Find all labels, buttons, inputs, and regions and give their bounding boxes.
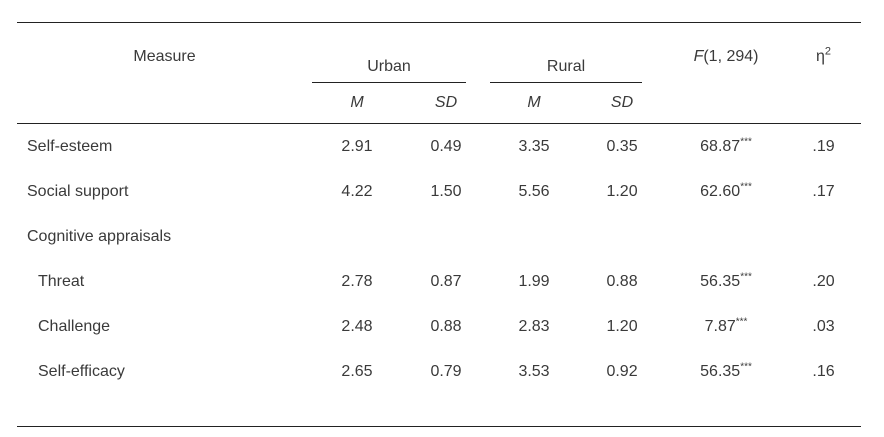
f-value-cell: 7.87*** — [704, 316, 748, 335]
f-value-cell: 62.60*** — [700, 181, 752, 200]
table-header-row: Measure Urban Rural F(1, 294) η2 — [17, 23, 861, 84]
rural-mean-cell: 1.99 — [518, 272, 550, 290]
urban-mean-cell: 4.22 — [341, 182, 373, 200]
eta-squared-cell: .20 — [812, 272, 835, 290]
f-value-cell: 56.35*** — [700, 361, 752, 380]
table-header: Measure Urban Rural F(1, 294) η2 M SD M … — [17, 23, 862, 124]
eta-symbol: η — [816, 48, 825, 65]
eta-squared-cell: .16 — [812, 362, 835, 380]
urban-mean-cell — [312, 214, 402, 259]
table-body: Self-esteem 2.91 0.49 3.35 0.35 68.87***… — [17, 124, 861, 427]
urban-sd-header: SD — [402, 83, 491, 124]
table-row-cognitive-appraisals: Cognitive appraisals — [17, 214, 861, 259]
rural-mean-cell — [490, 214, 578, 259]
rural-mean-cell: 5.56 — [518, 182, 550, 200]
empty-subheader-cell — [666, 83, 787, 124]
urban-mean-cell: 2.48 — [341, 317, 373, 335]
measure-cell: Social support — [27, 182, 129, 200]
eta-squared-cell: .03 — [812, 317, 835, 335]
f-degrees-of-freedom: (1, 294) — [703, 48, 759, 65]
eta-exponent: 2 — [824, 45, 832, 58]
eta-squared-cell: .19 — [812, 137, 835, 155]
f-value-cell: 56.35*** — [700, 271, 752, 290]
rural-mean-cell: 3.53 — [518, 362, 550, 380]
rural-mean-header: M — [490, 83, 579, 124]
rural-group-label: Rural — [490, 58, 643, 83]
rural-sd-cell: 0.92 — [606, 362, 638, 380]
table-row-social-support: Social support 4.22 1.50 5.56 1.20 62.60… — [17, 169, 861, 214]
significance-stars: *** — [740, 181, 752, 193]
f-statistic-header: F(1, 294) — [666, 23, 786, 84]
significance-stars: *** — [740, 136, 752, 148]
table-row-self-esteem: Self-esteem 2.91 0.49 3.35 0.35 68.87***… — [17, 124, 861, 170]
table-row-threat: Threat 2.78 0.87 1.99 0.88 56.35*** .20 — [17, 259, 861, 304]
eta-squared-header: η2 — [786, 23, 861, 84]
rural-sd-cell: 1.20 — [606, 182, 638, 200]
urban-sd-cell: 0.87 — [430, 272, 462, 290]
rural-sd-cell: 1.20 — [606, 317, 638, 335]
urban-mean-cell: 2.91 — [341, 137, 373, 155]
eta-squared-cell: .17 — [812, 182, 835, 200]
f-value-cell — [666, 214, 786, 259]
measure-cell: Self-esteem — [27, 137, 113, 155]
urban-mean-cell: 2.78 — [341, 272, 373, 290]
urban-sd-cell — [402, 214, 490, 259]
measure-section-cell: Cognitive appraisals — [27, 227, 172, 245]
spacer-cell — [17, 394, 861, 427]
rural-sd-header: SD — [578, 83, 667, 124]
rural-group-header: Rural — [490, 23, 666, 83]
measure-cell: Self-efficacy — [38, 362, 125, 380]
table-bottom-spacer — [17, 394, 861, 427]
rural-sd-cell — [578, 214, 666, 259]
significance-stars: *** — [740, 271, 752, 283]
anova-results-table: Measure Urban Rural F(1, 294) η2 M SD M … — [17, 22, 862, 427]
urban-mean-header: M — [312, 83, 402, 124]
table-subheader-row: M SD M SD — [17, 83, 862, 124]
rural-sd-cell: 0.35 — [606, 137, 638, 155]
urban-group-header: Urban — [312, 23, 490, 83]
table-row-challenge: Challenge 2.48 0.88 2.83 1.20 7.87*** .0… — [17, 304, 861, 349]
empty-subheader-cell — [786, 83, 862, 124]
rural-mean-cell: 2.83 — [518, 317, 550, 335]
significance-stars: *** — [740, 361, 752, 373]
f-symbol: F — [693, 48, 704, 65]
urban-sd-cell: 1.50 — [430, 182, 462, 200]
rural-sd-cell: 0.88 — [606, 272, 638, 290]
urban-group-label: Urban — [312, 58, 467, 83]
f-value-cell: 68.87*** — [700, 136, 752, 155]
table-row-self-efficacy: Self-efficacy 2.65 0.79 3.53 0.92 56.35*… — [17, 349, 861, 394]
urban-sd-cell: 0.49 — [430, 137, 462, 155]
urban-sd-cell: 0.79 — [430, 362, 462, 380]
eta-squared-cell — [786, 214, 861, 259]
empty-subheader-cell — [17, 83, 312, 124]
urban-mean-cell: 2.65 — [341, 362, 373, 380]
rural-mean-cell: 3.35 — [518, 137, 550, 155]
measure-cell: Challenge — [38, 317, 111, 335]
measure-column-header: Measure — [133, 48, 196, 65]
measure-cell: Threat — [38, 272, 85, 290]
urban-sd-cell: 0.88 — [430, 317, 462, 335]
significance-stars: *** — [735, 316, 748, 328]
